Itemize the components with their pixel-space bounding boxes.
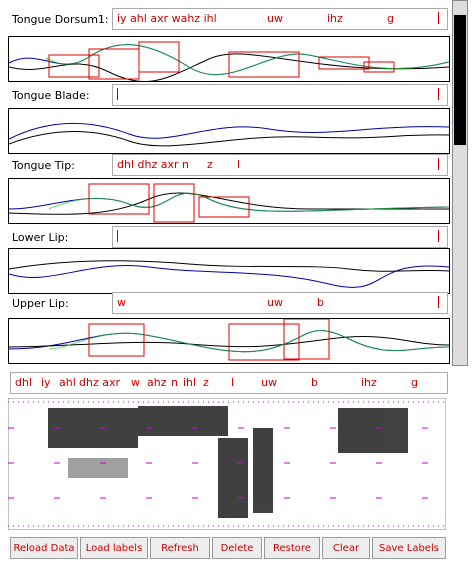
trace-line <box>8 53 450 82</box>
phone-token[interactable]: b <box>311 376 318 389</box>
phone-row[interactable]: dhl iy ahl dhz axr w ahz n ihl z l uw b ihz g <box>10 372 448 394</box>
tier-label: Tongue Tip: <box>12 159 75 172</box>
phone-token[interactable]: n <box>171 376 178 389</box>
label-token[interactable]: dhl dhz axr n <box>117 158 189 171</box>
label-token[interactable]: uw <box>267 296 283 309</box>
tier-text-box[interactable] <box>112 226 448 248</box>
cursor <box>117 230 118 242</box>
scrollbar[interactable] <box>452 0 468 366</box>
segment-box <box>283 318 330 360</box>
segment-box <box>88 323 145 357</box>
trace-line <box>8 122 450 140</box>
segment-box <box>88 183 150 215</box>
phone-token[interactable]: dhl <box>15 376 33 389</box>
trace-line <box>8 131 450 147</box>
tier-text-box[interactable]: w uw b <box>112 292 448 314</box>
phone-token[interactable]: ihl <box>183 376 197 389</box>
segment-box <box>228 51 300 78</box>
waveform <box>8 248 450 294</box>
cursor <box>438 230 439 242</box>
segment-box <box>153 183 195 223</box>
segment-box <box>318 56 370 70</box>
tier-label: Upper Lip: <box>12 297 69 310</box>
scroll-thumb[interactable] <box>454 15 466 145</box>
label-token[interactable]: g <box>387 12 394 25</box>
label-token[interactable]: uw <box>267 12 283 25</box>
trace-line <box>45 44 450 76</box>
phone-token[interactable]: g <box>411 376 418 389</box>
label-token[interactable]: b <box>317 296 324 309</box>
trace-line <box>48 330 450 353</box>
label-token[interactable]: iy ahl axr wahz ihl <box>117 12 217 25</box>
trace-line <box>48 192 450 212</box>
segment-box <box>198 196 250 218</box>
cursor <box>438 88 439 100</box>
tier-label: Lower Lip: <box>12 231 69 244</box>
button[interactable]: Restore <box>264 537 320 559</box>
phone-token[interactable]: dhz axr <box>79 376 120 389</box>
segment-box <box>48 54 100 78</box>
label-token[interactable]: ihz <box>327 12 343 25</box>
spectrogram <box>8 398 446 530</box>
waveform <box>8 36 450 82</box>
label-token[interactable]: z <box>207 158 213 171</box>
button[interactable]: Clear <box>322 537 370 559</box>
segment-box <box>228 323 300 361</box>
segment-box <box>363 61 395 73</box>
segment-box <box>138 41 180 73</box>
tier-text-box[interactable]: dhl dhz axr n z l <box>112 154 448 176</box>
label-token[interactable]: w <box>117 296 126 309</box>
waveform <box>8 108 450 154</box>
label-token[interactable]: l <box>237 158 241 171</box>
trace-line <box>8 192 449 215</box>
waveform <box>8 178 450 224</box>
phone-token[interactable]: iy <box>41 376 51 389</box>
phone-token[interactable]: uw <box>261 376 277 389</box>
waveform <box>8 318 450 364</box>
phone-token[interactable]: ahz <box>147 376 167 389</box>
trace-line <box>8 260 450 272</box>
trace <box>8 122 450 147</box>
phone-token[interactable]: w <box>131 376 140 389</box>
tier-text-box[interactable]: iy ahl axr wahz ihl uw ihz g <box>112 8 448 30</box>
button[interactable]: Load labels <box>80 537 148 559</box>
cursor <box>438 158 439 170</box>
trace-line <box>8 336 450 348</box>
phone-token[interactable]: z <box>203 376 209 389</box>
cursor <box>438 12 439 24</box>
phone-token[interactable]: l <box>231 376 235 389</box>
button[interactable]: Refresh <box>150 537 210 559</box>
trace <box>8 260 450 288</box>
cursor <box>438 296 439 308</box>
tier-label: Tongue Blade: <box>12 89 90 102</box>
phone-token[interactable]: ahl <box>59 376 76 389</box>
trace <box>8 318 450 361</box>
phone-token[interactable]: ihz <box>361 376 377 389</box>
button[interactable]: Delete <box>212 537 262 559</box>
button[interactable]: Save Labels <box>372 537 446 559</box>
button[interactable]: Reload Data <box>10 537 78 559</box>
tier-text-box[interactable] <box>112 84 448 106</box>
trace-line <box>8 265 450 288</box>
trace <box>8 183 450 223</box>
tier-label: Tongue Dorsum1: <box>12 13 109 26</box>
cursor <box>117 88 118 100</box>
trace <box>8 41 450 82</box>
